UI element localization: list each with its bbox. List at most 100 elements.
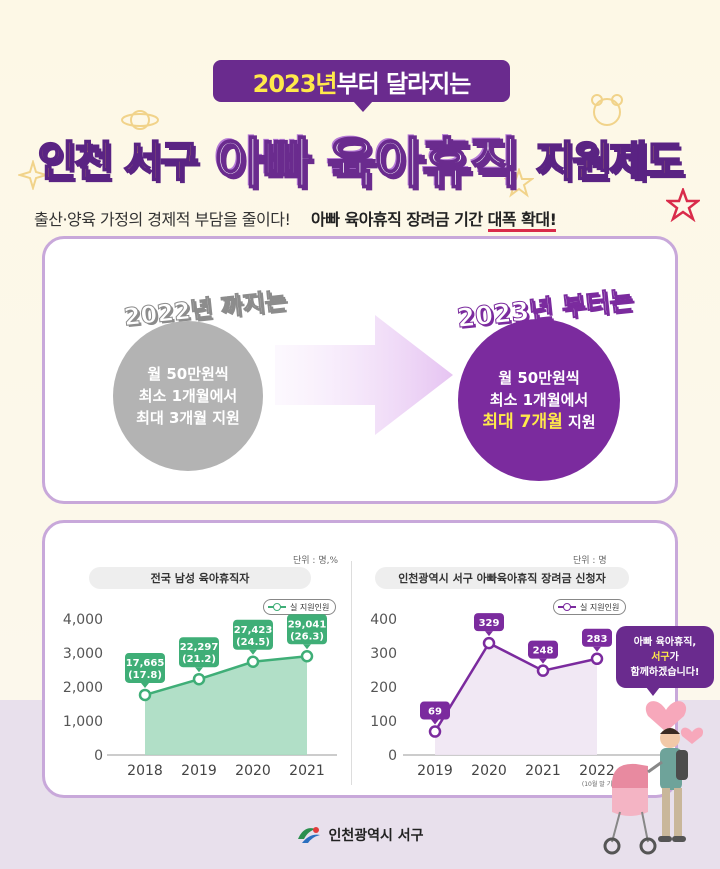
data-label-pointer [431, 719, 439, 725]
banner-year: 2023년 [252, 69, 338, 98]
chart1-legend: 실 지원인원 [263, 599, 337, 615]
subtitle-highlight-a: 아빠 육아휴직 장려금 기간 [310, 210, 488, 229]
speech-bubble: 아빠 육아휴직, 서구가 함께하겠습니다! [616, 626, 714, 696]
data-point [246, 655, 260, 669]
chart1-unit: 단위 : 명,% [293, 556, 339, 566]
pacifier-icon [121, 110, 159, 130]
father-stroller-illustration [603, 701, 704, 855]
chart2-unit: 단위 : 명 [573, 556, 607, 566]
charts-panel: 단위 : 명,% 전국 남성 육아휴직자 실 지원인원 4,000 3,000 2,… [42, 520, 678, 798]
bubble-particle: 가 [669, 651, 679, 663]
data-label-box [474, 613, 504, 632]
data-point [192, 672, 206, 686]
data-label: 27,423 [234, 625, 273, 636]
data-label: 69 [428, 707, 442, 718]
star-outline-icon [504, 168, 534, 198]
after-circle: 월 50만원씩 최소 1개월에서 최대 7개월 지원 [458, 319, 620, 481]
data-label: 283 [587, 634, 608, 645]
title-district: 인천 서구 [37, 136, 200, 187]
data-label: (26.3) [290, 631, 324, 642]
incheon-seogu-logo [298, 827, 321, 843]
sparkle-icon [18, 160, 48, 190]
chart2-legend-label: 실 지원인원 [580, 602, 620, 612]
y-tick-label: 1,000 [63, 714, 103, 730]
data-point [590, 652, 604, 666]
legend-marker-purple [558, 603, 576, 611]
bubble-line: 서구가 [651, 650, 679, 665]
data-label-pointer [141, 682, 149, 688]
banner-text: 부터 달라지는 [336, 69, 472, 98]
before-line: 최대 3개월 지원 [136, 409, 240, 427]
series-area [435, 643, 597, 755]
x-tick-label: 2020 [235, 763, 271, 779]
data-label-pointer [303, 644, 311, 650]
series-line [144, 655, 308, 697]
chart-divider [351, 561, 352, 785]
after-line: 월 50만원씩 [498, 369, 580, 387]
series-area [145, 656, 307, 755]
arrow-right-icon [275, 315, 453, 435]
title-support: 지원제도 [535, 136, 686, 187]
bubble-district: 서구 [651, 651, 670, 663]
subtitle-highlight-b: 대폭 확대! [487, 210, 557, 232]
data-point [428, 725, 442, 738]
footer-org: 인천광역시 서구 [328, 828, 424, 844]
after-line: 최소 1개월에서 [489, 391, 589, 409]
data-label-pointer [539, 658, 547, 664]
x-tick-label: 2019 [181, 763, 217, 779]
x-tick-label: 2021 [525, 763, 561, 779]
data-label-pointer [249, 649, 257, 655]
chart-footnote: (10월 말 기준) [582, 780, 620, 788]
data-point [300, 650, 314, 663]
y-tick-label: 100 [370, 714, 397, 730]
x-tick-label: 2018 [127, 763, 163, 779]
data-label: (17.8) [128, 670, 162, 681]
data-label-box [179, 637, 219, 668]
data-label: 17,665 [126, 658, 165, 669]
y-tick-label: 200 [370, 680, 397, 696]
subtitle-left: 출산·양육 가정의 경제적 부담을 줄이다! [34, 210, 291, 229]
y-tick-label: 400 [370, 612, 397, 628]
data-label: 248 [533, 646, 554, 657]
y-tick-label: 3,000 [63, 646, 103, 662]
star-doodle-icon [666, 188, 700, 222]
data-label: 29,041 [288, 619, 327, 630]
y-tick-label: 0 [388, 748, 397, 764]
series-line [433, 641, 598, 733]
main-title: 인천 서구 아빠 육아휴직 지원제도 [0, 118, 720, 198]
before-line: 최소 1개월에서 [138, 387, 238, 405]
teddy-bear-icon [591, 94, 623, 126]
data-label: (21.2) [182, 654, 216, 665]
chart1-svg: 4,000 3,000 2,000 1,000 0 17,665(17.8) 2018 22,… [63, 612, 337, 779]
after-highlight: 최대 7개월 [482, 412, 563, 432]
data-point [482, 636, 496, 650]
data-label: 22,297 [180, 642, 219, 653]
data-label-box [582, 628, 612, 647]
x-tick-label: 2020 [471, 763, 507, 779]
data-label-pointer [485, 631, 493, 637]
y-tick-label: 0 [94, 748, 103, 764]
data-label-box [420, 701, 450, 720]
x-tick-label: 2022 [579, 763, 615, 779]
chart2-legend: 실 지원인원 [553, 599, 627, 615]
data-label: (24.5) [236, 637, 270, 648]
bubble-line: 함께하겠습니다! [630, 666, 700, 678]
chart1-legend-label: 실 지원인원 [290, 602, 330, 612]
y-tick-label: 4,000 [63, 612, 103, 628]
data-label-pointer [593, 646, 601, 652]
chart1-title: 전국 남성 육아휴직자 [89, 567, 311, 589]
chart2-svg: 400 300 200 100 0 69 2019 329 2020 248 2021 283 2022… [370, 612, 661, 788]
y-tick-label: 2,000 [63, 680, 103, 696]
bubble-line: 아빠 육아휴직, [633, 636, 697, 648]
data-point [536, 664, 550, 677]
data-label-box [125, 652, 165, 683]
data-label-pointer [195, 667, 203, 673]
after-suffix: 지원 [562, 413, 596, 431]
subtitle: 출산·양육 가정의 경제적 부담을 줄이다! 아빠 육아휴직 장려금 기간 대폭… [34, 206, 694, 232]
y-tick-label: 300 [370, 646, 397, 662]
data-label-box [528, 640, 558, 659]
subtitle-highlight: 아빠 육아휴직 장려금 기간 대폭 확대! [310, 210, 557, 232]
footer: 인천광역시 서구 [0, 820, 720, 850]
data-label: 329 [479, 618, 500, 629]
x-tick-label: 2019 [417, 763, 453, 779]
